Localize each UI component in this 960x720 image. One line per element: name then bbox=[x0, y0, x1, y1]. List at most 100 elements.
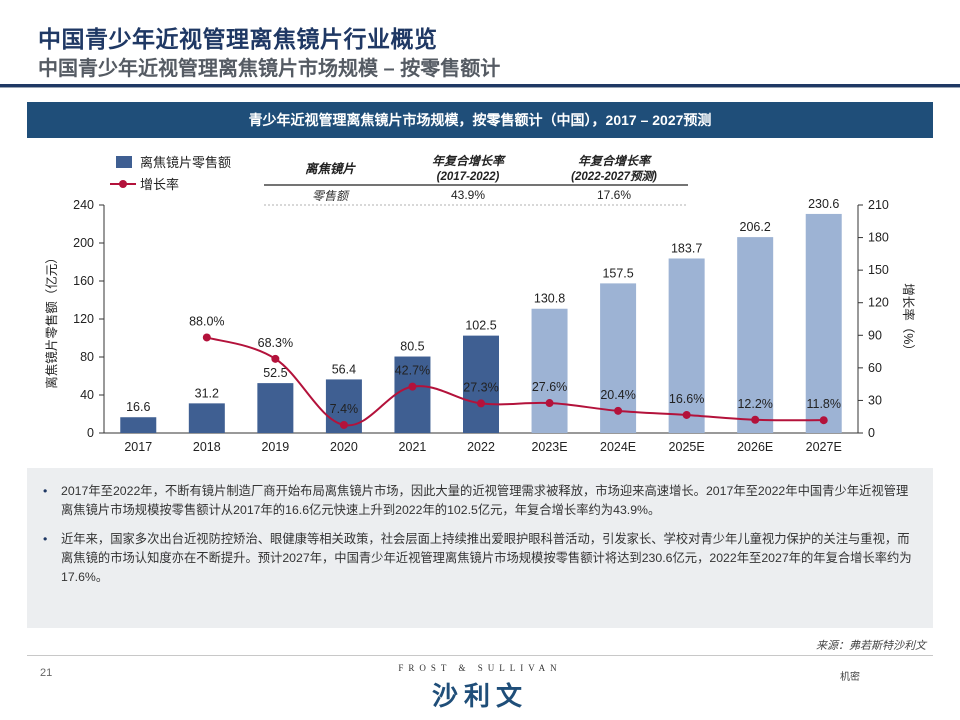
y2-tick-label: 60 bbox=[868, 361, 882, 375]
x-tick-label: 2018 bbox=[193, 440, 221, 454]
cagr-col2-period: (2022-2027预测) bbox=[571, 170, 657, 183]
bar bbox=[737, 237, 774, 433]
cagr-col1-value: 43.9% bbox=[451, 188, 485, 202]
growth-point bbox=[819, 416, 828, 425]
cagr-col2-value: 17.6% bbox=[597, 188, 631, 202]
y-tick-label: 80 bbox=[80, 350, 94, 364]
growth-value-label: 11.8% bbox=[806, 397, 841, 411]
bar-value-label: 206.2 bbox=[740, 220, 771, 234]
y2-tick-label: 0 bbox=[868, 426, 875, 440]
growth-line-path bbox=[206, 336, 824, 427]
summary-panel: 2017年至2022年，不断有镜片制造厂商开始布局离焦镜片市场，因此大量的近视管… bbox=[27, 468, 933, 628]
growth-point bbox=[271, 354, 280, 363]
growth-value-label: 88.0% bbox=[189, 314, 224, 328]
bars: 16.6 31.2 52.5 56.4 80.5 102.5 130.8 157.5 183.7… bbox=[120, 197, 842, 433]
y2-tick-label: 120 bbox=[868, 296, 889, 310]
legend-line-label: 增长率 bbox=[140, 177, 179, 192]
brand-logo-text: FROST & SULLIVAN bbox=[398, 663, 562, 673]
y-tick-label: 40 bbox=[80, 388, 94, 402]
growth-value-label: 7.4% bbox=[330, 402, 359, 416]
legend-bar-label: 离焦镜片零售额 bbox=[140, 155, 231, 170]
x-axis-labels: 2017 2018 2019 2020 2021 2022 2023E 2024E 2025E 2… bbox=[124, 440, 841, 454]
page-subtitle: 中国青少年近视管理离焦镜片市场规模 – 按零售额计 bbox=[38, 58, 501, 80]
x-tick-label: 2022 bbox=[467, 440, 495, 454]
cagr-table: 离焦镜片 年复合增长率 (2017-2022) 年复合增长率 (2022-202… bbox=[264, 154, 688, 206]
x-tick-label: 2027E bbox=[806, 440, 842, 454]
y-tick-label: 160 bbox=[73, 274, 94, 288]
growth-value-label: 12.2% bbox=[737, 397, 772, 411]
growth-line: 88.0% 68.3% 7.4% 42.7% 27.3% 27.6% 20.4% 16.6% 1… bbox=[189, 314, 841, 429]
cagr-col1-period: (2017-2022) bbox=[437, 171, 500, 183]
growth-point bbox=[682, 410, 691, 419]
bar-value-label: 130.8 bbox=[534, 292, 565, 306]
growth-value-label: 16.6% bbox=[669, 392, 704, 406]
cagr-row-header: 离焦镜片 bbox=[305, 162, 357, 176]
bar bbox=[394, 356, 431, 433]
x-tick-label: 2023E bbox=[531, 440, 567, 454]
cagr-col2-title: 年复合增长率 bbox=[578, 154, 652, 168]
bar-value-label: 183.7 bbox=[671, 241, 702, 255]
bar bbox=[668, 258, 705, 433]
y-tick-label: 120 bbox=[73, 312, 94, 326]
x-tick-label: 2019 bbox=[261, 440, 289, 454]
y2-tick-label: 90 bbox=[868, 328, 882, 342]
growth-point bbox=[751, 415, 760, 424]
y2-axis-title: 增长率（%） bbox=[901, 283, 916, 357]
cagr-row-label: 零售额 bbox=[312, 189, 350, 203]
y2-tick-label: 210 bbox=[868, 198, 889, 212]
bar bbox=[805, 213, 842, 433]
chart-title: 青少年近视管理离焦镜片市场规模，按零售额计（中国），2017 – 2027预测 bbox=[27, 102, 933, 138]
header-divider-thin bbox=[0, 87, 960, 88]
growth-point bbox=[408, 382, 417, 391]
bar-value-label: 102.5 bbox=[465, 319, 496, 333]
header-divider bbox=[0, 84, 960, 87]
summary-bullet: 2017年至2022年，不断有镜片制造厂商开始布局离焦镜片市场，因此大量的近视管… bbox=[43, 482, 913, 520]
footer-divider bbox=[27, 655, 933, 656]
x-tick-label: 2025E bbox=[669, 440, 705, 454]
bar-value-label: 16.6 bbox=[126, 400, 150, 414]
brand-logo: 沙利文 bbox=[431, 681, 528, 711]
bar-value-label: 80.5 bbox=[400, 340, 424, 354]
y-tick-label: 0 bbox=[87, 426, 94, 440]
growth-point bbox=[545, 399, 554, 408]
chart: 离焦镜片零售额 增长率 离焦镜片 年复合增长率 (2017-2022) 年复合增… bbox=[44, 154, 916, 454]
x-tick-label: 2026E bbox=[737, 440, 773, 454]
bar bbox=[188, 403, 225, 433]
confidential-label: 机密 bbox=[840, 672, 860, 683]
growth-value-label: 20.4% bbox=[600, 388, 635, 402]
x-tick-label: 2021 bbox=[399, 440, 427, 454]
y-axis-ticks: 0 40 80 120 160 200 240 bbox=[73, 198, 104, 440]
x-tick-label: 2024E bbox=[600, 440, 636, 454]
y2-tick-label: 180 bbox=[868, 231, 889, 245]
growth-value-label: 68.3% bbox=[258, 336, 293, 350]
growth-point bbox=[339, 420, 348, 429]
y2-tick-label: 150 bbox=[868, 263, 889, 277]
x-tick-label: 2017 bbox=[124, 440, 152, 454]
page-title: 中国青少年近视管理离焦镜片行业概览 bbox=[38, 26, 438, 52]
summary-list: 2017年至2022年，不断有镜片制造厂商开始布局离焦镜片市场，因此大量的近视管… bbox=[27, 468, 933, 587]
growth-point bbox=[477, 399, 485, 408]
cagr-col1-title: 年复合增长率 bbox=[432, 154, 506, 168]
legend-bar-swatch bbox=[116, 156, 132, 168]
bar-value-label: 230.6 bbox=[808, 197, 839, 211]
page-number: 21 bbox=[40, 667, 53, 679]
bar bbox=[463, 335, 499, 433]
bar-value-label: 157.5 bbox=[602, 266, 633, 280]
growth-point bbox=[614, 406, 623, 415]
growth-value-label: 42.7% bbox=[395, 364, 430, 378]
bar bbox=[531, 308, 568, 433]
growth-point bbox=[202, 333, 211, 342]
x-tick-label: 2020 bbox=[330, 440, 358, 454]
source-note: 来源：弗若斯特沙利文 bbox=[816, 640, 926, 652]
y2-axis-ticks: 0 30 60 90 120 150 180 210 bbox=[858, 198, 889, 440]
bar-value-label: 56.4 bbox=[332, 362, 356, 376]
summary-bullet: 近年来，国家多次出台近视防控矫治、眼健康等相关政策，社会层面上持续推出爱眼护眼科… bbox=[43, 530, 913, 587]
bar-value-label: 52.5 bbox=[263, 366, 287, 380]
bar bbox=[257, 383, 294, 433]
y-axis-title: 离焦镜片零售额（亿元） bbox=[44, 251, 59, 389]
y2-tick-label: 30 bbox=[868, 393, 882, 407]
legend-line-marker bbox=[119, 180, 127, 188]
y-tick-label: 200 bbox=[73, 236, 94, 250]
bar-value-label: 31.2 bbox=[195, 386, 219, 400]
growth-value-label: 27.6% bbox=[532, 380, 567, 394]
